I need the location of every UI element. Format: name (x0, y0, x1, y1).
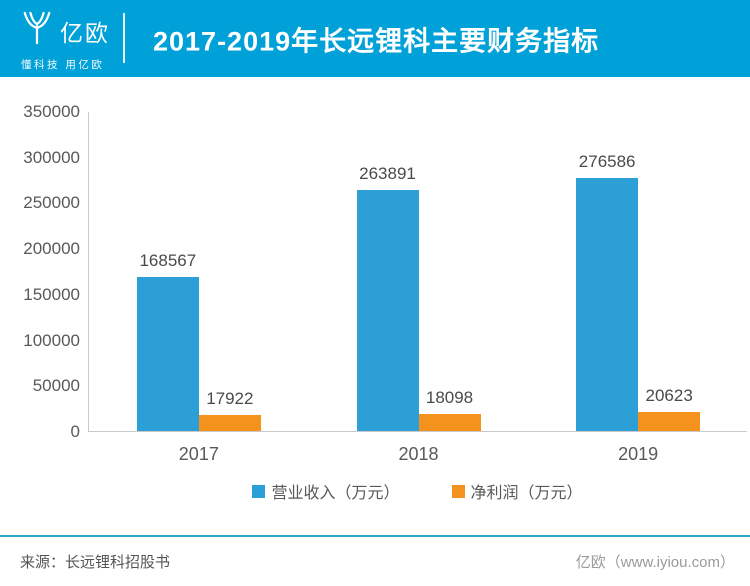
header: 亿欧 懂科技 用亿欧 2017-2019年长远锂科主要财务指标 (0, 0, 750, 77)
header-divider (123, 13, 125, 63)
bar-2018-series-0 (356, 190, 419, 431)
x-axis-category-label: 2017 (178, 444, 219, 464)
footer-divider (0, 535, 750, 537)
iyiou-logo: 亿欧 懂科技 用亿欧 (21, 9, 110, 72)
y-axis-tick-label: 350000 (23, 102, 80, 121)
legend-swatch-icon (451, 484, 465, 498)
y-axis-tick-label: 300000 (23, 147, 80, 167)
value-label: 20623 (645, 386, 693, 405)
source-text: 来源：长远锂科招股书 (20, 554, 171, 571)
brand-text: 亿欧（www.iyiou.com） (575, 554, 735, 571)
logo-text: 亿欧 (60, 19, 110, 46)
x-axis-category-label: 2018 (398, 444, 439, 464)
value-label: 17922 (206, 389, 254, 408)
bar-2017-series-0 (136, 277, 199, 431)
legend-label: 营业收入（万元） (271, 485, 400, 502)
value-label: 168567 (139, 251, 197, 270)
plot-area: 168567 17922 2017 263891 18098 2018 276586 2062… (88, 112, 747, 464)
bar-2018-series-1 (418, 414, 481, 431)
y-axis-tick-label: 50000 (32, 376, 80, 396)
value-label: 263891 (359, 164, 416, 183)
page-title: 2017-2019年长远锂科主要财务指标 (153, 26, 600, 56)
value-label: 276586 (578, 152, 636, 171)
value-label: 18098 (425, 388, 474, 407)
y-axis-tick-label: 200000 (23, 239, 80, 259)
legend-swatch-icon (252, 484, 266, 498)
y-axis: 350000 300000 250000 200000 150000 100000 5000… (0, 0, 80, 450)
iyiou-logo-icon (21, 9, 53, 52)
bar-2017-series-1 (198, 415, 261, 431)
y-axis-tick-label: 0 (70, 422, 80, 441)
legend: 营业收入（万元） 净利润（万元） (88, 479, 747, 503)
bar-2019-series-0 (576, 178, 639, 431)
logo-tagline: 懂科技 用亿欧 (21, 59, 105, 71)
legend-item: 净利润（万元） (451, 479, 583, 503)
y-axis-tick-label: 250000 (23, 193, 80, 213)
y-axis-tick-label: 100000 (23, 330, 80, 350)
y-axis-tick-label: 150000 (23, 284, 80, 304)
x-axis-category-label: 2019 (618, 444, 659, 464)
legend-item: 营业收入（万元） (252, 479, 400, 503)
legend-label: 净利润（万元） (470, 485, 583, 502)
bar-2019-series-1 (638, 412, 701, 431)
